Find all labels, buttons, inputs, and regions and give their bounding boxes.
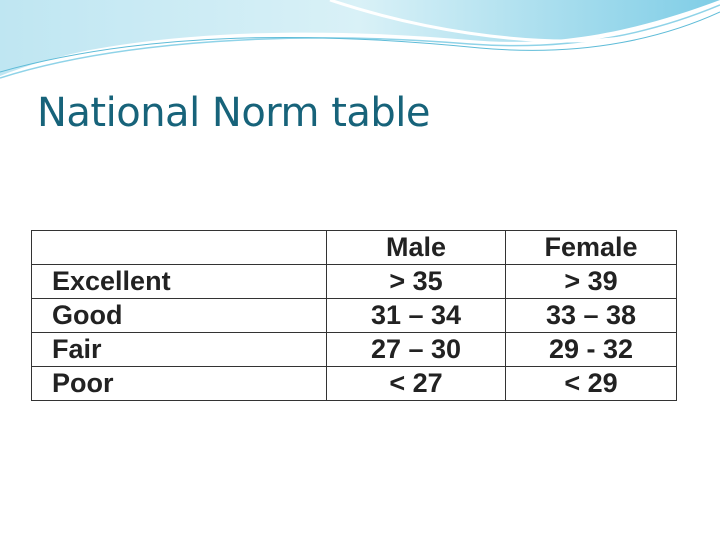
table-row: Excellent > 35 > 39 — [31, 264, 677, 299]
table-row: Good 31 – 34 33 – 38 — [31, 298, 677, 333]
table-cell: < 29 — [505, 366, 677, 401]
row-label: Good — [31, 298, 327, 333]
table-cell: 33 – 38 — [505, 298, 677, 333]
column-header: Female — [505, 230, 677, 265]
table-cell: < 27 — [326, 366, 506, 401]
table-cell: > 39 — [505, 264, 677, 299]
header-row: Male Female — [31, 230, 677, 265]
table-cell: > 35 — [326, 264, 506, 299]
row-label: Excellent — [31, 264, 327, 299]
row-label: Fair — [31, 332, 327, 367]
table-row: Poor < 27 < 29 — [31, 366, 677, 401]
column-header: Male — [326, 230, 506, 265]
row-label: Poor — [31, 366, 327, 401]
table-row: Fair 27 – 30 29 - 32 — [31, 332, 677, 367]
header-decoration — [0, 0, 720, 79]
table-cell: 27 – 30 — [326, 332, 506, 367]
norm-table: Male Female Excellent > 35 > 39 Good 31 – 34 3… — [31, 230, 677, 401]
corner-cell — [31, 230, 327, 265]
slide-title: National Norm table — [37, 90, 431, 136]
table-cell: 29 - 32 — [505, 332, 677, 367]
table-cell: 31 – 34 — [326, 298, 506, 333]
